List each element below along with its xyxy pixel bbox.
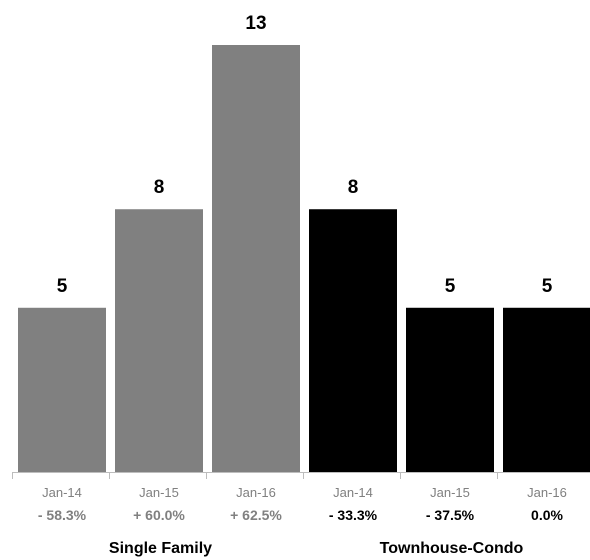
bar-1-0	[309, 209, 397, 472]
pct-change-label: - 37.5%	[426, 507, 475, 523]
value-label: 8	[348, 177, 359, 198]
pct-change-label: - 58.3%	[38, 507, 87, 523]
bar-1-2	[503, 307, 590, 472]
tick-label: Jan-14	[333, 485, 373, 500]
bars-layer	[18, 45, 590, 472]
value-label: 13	[245, 13, 266, 34]
pct-change-label: + 60.0%	[133, 507, 185, 523]
pct-change-label: 0.0%	[531, 507, 563, 523]
bar-0-2	[212, 45, 300, 472]
group-label: Single Family	[109, 540, 212, 557]
value-label: 5	[445, 276, 456, 297]
tick-label: Jan-16	[236, 485, 276, 500]
x-axis-ticks	[12, 472, 498, 479]
value-label: 5	[57, 276, 68, 297]
labels-layer: 5 Jan-14 - 58.3% 8 Jan-15 + 60.0% 13 Jan-16 + 62…	[38, 13, 567, 557]
value-label: 8	[154, 177, 165, 198]
value-label: 5	[542, 276, 553, 297]
tick-label: Jan-15	[139, 485, 179, 500]
tick-label: Jan-14	[42, 485, 82, 500]
pct-change-label: - 33.3%	[329, 507, 378, 523]
tick-label: Jan-15	[430, 485, 470, 500]
bar-1-1	[406, 307, 494, 472]
group-label: Townhouse-Condo	[380, 540, 524, 557]
bar-0-0	[18, 307, 106, 472]
pct-change-label: + 62.5%	[230, 507, 282, 523]
bar-0-1	[115, 209, 203, 472]
tick-label: Jan-16	[527, 485, 567, 500]
